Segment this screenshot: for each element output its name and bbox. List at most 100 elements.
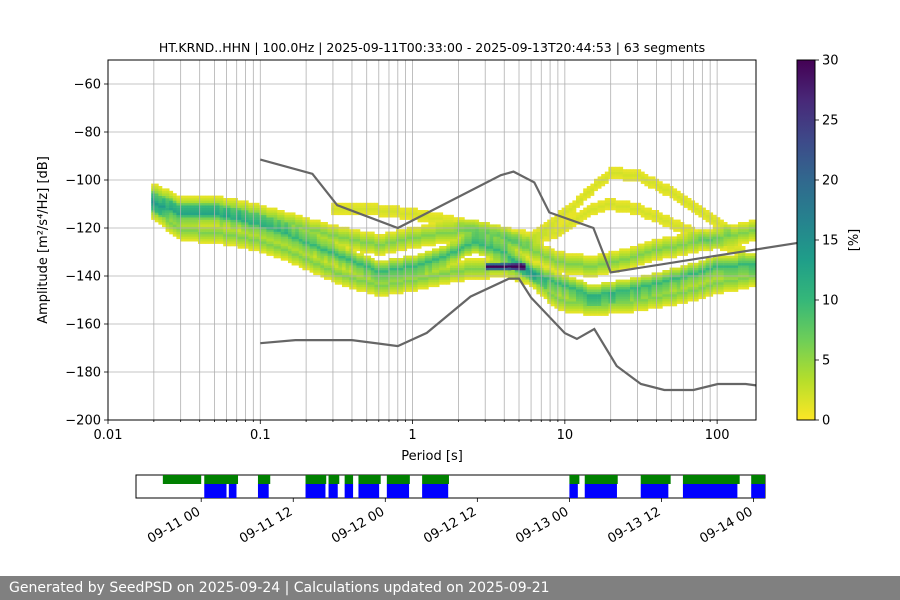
heatmap-cell bbox=[511, 267, 516, 271]
heatmap-cell bbox=[522, 243, 526, 247]
heatmap-cell bbox=[363, 258, 368, 261]
heatmap-cell bbox=[464, 224, 469, 228]
heatmap-cell bbox=[298, 219, 303, 223]
heatmap-cell bbox=[640, 301, 645, 304]
heatmap-cell bbox=[644, 174, 649, 177]
heatmap-cell bbox=[716, 229, 721, 232]
heatmap-cell bbox=[716, 286, 721, 290]
heatmap-cell bbox=[738, 286, 742, 290]
heatmap-cell bbox=[424, 210, 429, 213]
heatmap-cell bbox=[187, 198, 192, 201]
heatmap-cell bbox=[702, 296, 706, 300]
heatmap-cell bbox=[565, 270, 570, 273]
heatmap-cell bbox=[583, 291, 588, 295]
heatmap-cell bbox=[154, 193, 159, 196]
heatmap-cell bbox=[658, 253, 663, 256]
heatmap-cell bbox=[428, 279, 433, 283]
heatmap-cell bbox=[284, 222, 289, 225]
heatmap-cell bbox=[266, 219, 271, 223]
heatmap-cell bbox=[439, 236, 444, 240]
heatmap-cell bbox=[151, 188, 156, 192]
heatmap-cell bbox=[698, 272, 703, 276]
heatmap-cell bbox=[180, 198, 184, 201]
heatmap-cell bbox=[230, 198, 235, 201]
heatmap-cell bbox=[712, 272, 717, 276]
heatmap-cell bbox=[723, 236, 728, 240]
heatmap-cell bbox=[230, 241, 235, 244]
heatmap-cell bbox=[482, 265, 487, 268]
heatmap-cell bbox=[478, 224, 483, 228]
heatmap-cell bbox=[424, 277, 429, 280]
heatmap-cell bbox=[622, 284, 627, 288]
heatmap-cell bbox=[651, 181, 656, 184]
heatmap-cell bbox=[345, 248, 350, 252]
heatmap-cell bbox=[424, 270, 429, 273]
heatmap-cell bbox=[406, 289, 411, 292]
heatmap-cell bbox=[244, 229, 249, 232]
heatmap-cell bbox=[453, 234, 458, 237]
heatmap-cell bbox=[205, 219, 210, 223]
heatmap-cell bbox=[457, 241, 462, 244]
heatmap-cell bbox=[702, 277, 706, 280]
heatmap-cell bbox=[586, 212, 591, 216]
heatmap-cell bbox=[705, 243, 710, 247]
heatmap-cell bbox=[720, 234, 724, 237]
heatmap-cell bbox=[694, 294, 699, 297]
heatmap-cell bbox=[612, 286, 616, 290]
heatmap-cell bbox=[543, 236, 548, 240]
heatmap-cell bbox=[709, 289, 714, 292]
heatmap-cell bbox=[342, 258, 346, 261]
heatmap-cell bbox=[601, 272, 606, 276]
heatmap-cell bbox=[385, 238, 390, 242]
heatmap-cell bbox=[583, 301, 588, 304]
heatmap-cell bbox=[615, 207, 620, 211]
heatmap-cell bbox=[673, 270, 678, 273]
heatmap-cell bbox=[248, 236, 253, 240]
heatmap-cell bbox=[273, 255, 278, 259]
heatmap-cell bbox=[367, 267, 372, 271]
heatmap-cell bbox=[658, 272, 663, 276]
heatmap-cell bbox=[547, 301, 552, 304]
heatmap-cell bbox=[288, 222, 292, 225]
heatmap-cell bbox=[460, 243, 465, 247]
heatmap-cell bbox=[518, 236, 523, 240]
heatmap-cell bbox=[504, 246, 508, 249]
heatmap-cell bbox=[241, 224, 246, 228]
heatmap-cell bbox=[626, 303, 631, 307]
heatmap-cell bbox=[273, 234, 278, 237]
heatmap-cell bbox=[558, 286, 562, 290]
heatmap-cell bbox=[741, 284, 746, 288]
heatmap-cell bbox=[169, 222, 174, 225]
heatmap-cell bbox=[568, 306, 573, 309]
heatmap-cell bbox=[309, 231, 314, 235]
heatmap-cell bbox=[655, 250, 660, 254]
heatmap-cell bbox=[522, 279, 526, 283]
heatmap-cell bbox=[565, 308, 570, 312]
heatmap-cell bbox=[709, 258, 714, 261]
heatmap-cell bbox=[532, 234, 537, 237]
heatmap-cell bbox=[604, 313, 609, 316]
heatmap-cell bbox=[738, 267, 742, 271]
heatmap-cell bbox=[615, 255, 620, 259]
heatmap-cell bbox=[550, 234, 555, 237]
heatmap-cell bbox=[604, 289, 609, 292]
heatmap-cell bbox=[194, 210, 199, 213]
heatmap-cell bbox=[741, 260, 746, 264]
heatmap-cell bbox=[356, 279, 361, 283]
heatmap-cell bbox=[424, 255, 429, 259]
heatmap-cell bbox=[165, 202, 170, 206]
heatmap-cell bbox=[468, 265, 472, 268]
heatmap-cell bbox=[504, 272, 508, 276]
grid-lines bbox=[107, 60, 756, 421]
heatmap-cell bbox=[356, 231, 361, 235]
heatmap-cell bbox=[680, 286, 685, 290]
heatmap-cell bbox=[540, 229, 544, 232]
heatmap-cell bbox=[360, 234, 364, 237]
heatmap-cell bbox=[630, 303, 634, 307]
psd-segment bbox=[358, 484, 380, 498]
heatmap-cell bbox=[622, 286, 627, 290]
heatmap-cell bbox=[630, 212, 634, 216]
heatmap-cell bbox=[360, 260, 364, 264]
heatmap-cell bbox=[522, 238, 526, 242]
heatmap-cell bbox=[370, 260, 375, 264]
